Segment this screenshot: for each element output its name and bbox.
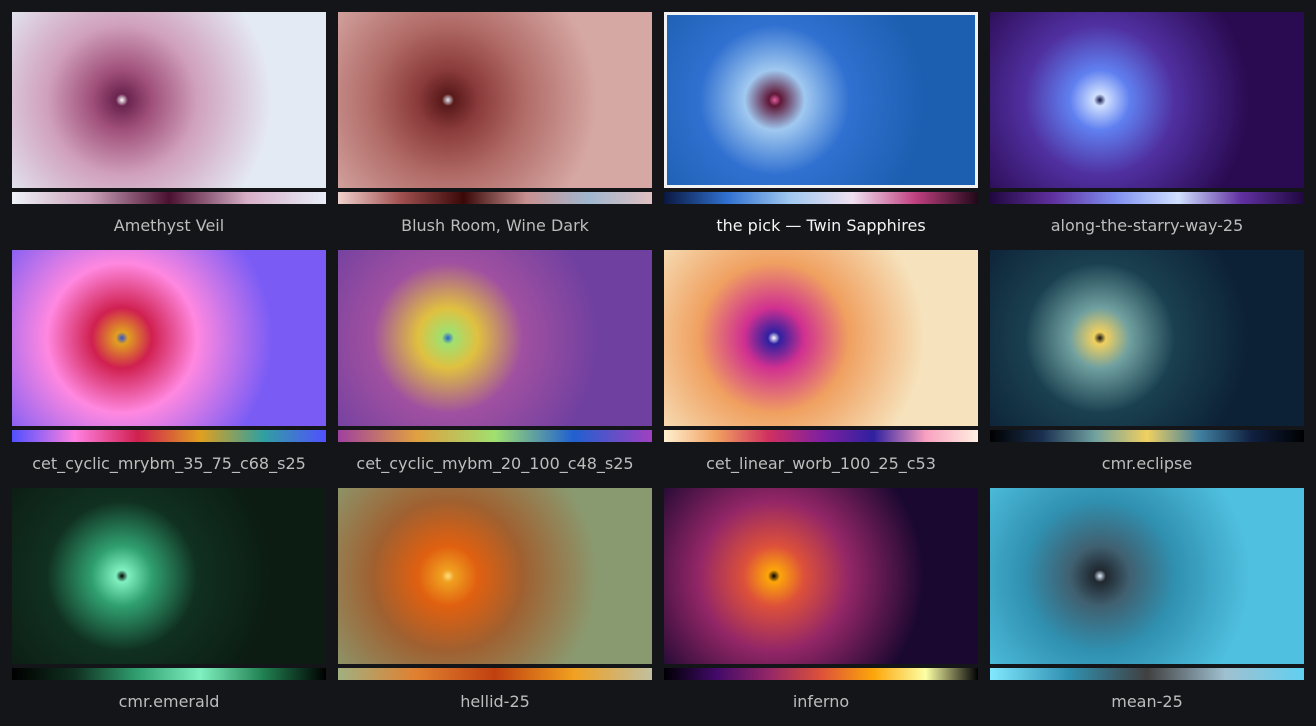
fractal-preview [12,12,326,188]
colormap-label: cmr.eclipse [1101,454,1193,473]
colormap-tile[interactable]: cmr.emerald [12,488,326,718]
colormap-label: cmr.emerald [118,692,220,711]
fractal-preview [990,488,1304,664]
colormap-tile[interactable]: along-the-starry-way-25 [990,12,1304,242]
fractal-preview [664,488,978,664]
colormap-bar [664,668,978,680]
colormap-bar [990,192,1304,204]
colormap-tile[interactable]: the pick — Twin Sapphires [664,12,978,242]
fractal-preview [338,12,652,188]
colormap-bar [338,668,652,680]
colormap-bar [338,430,652,442]
colormap-bar [664,430,978,442]
colormap-label: Amethyst Veil [113,216,225,235]
fractal-preview [664,250,978,426]
fractal-preview [12,488,326,664]
fractal-preview [338,488,652,664]
colormap-tile[interactable]: cet_cyclic_mybm_20_100_c48_s25 [338,250,652,480]
colormap-label: the pick — Twin Sapphires [716,216,926,235]
colormap-label: hellid-25 [460,692,530,711]
colormap-tile[interactable]: Amethyst Veil [12,12,326,242]
colormap-bar [990,668,1304,680]
colormap-tile[interactable]: inferno [664,488,978,718]
colormap-tile[interactable]: mean-25 [990,488,1304,718]
colormap-tile[interactable]: hellid-25 [338,488,652,718]
colormap-tile[interactable]: cet_cyclic_mrybm_35_75_c68_s25 [12,250,326,480]
colormap-label: inferno [792,692,850,711]
colormap-bar [664,192,978,204]
fractal-preview [338,250,652,426]
fractal-preview [12,250,326,426]
colormap-label: mean-25 [1111,692,1183,711]
colormap-tile[interactable]: Blush Room, Wine Dark [338,12,652,242]
fractal-preview [664,12,978,188]
colormap-label: along-the-starry-way-25 [1050,216,1244,235]
colormap-bar [990,430,1304,442]
colormap-bar [338,192,652,204]
colormap-label: cet_cyclic_mrybm_35_75_c68_s25 [32,454,306,473]
colormap-label: cet_linear_worb_100_25_c53 [706,454,936,473]
colormap-label: Blush Room, Wine Dark [401,216,589,235]
fractal-preview [990,250,1304,426]
colormap-tile[interactable]: cet_linear_worb_100_25_c53 [664,250,978,480]
colormap-bar [12,430,326,442]
colormap-bar [12,192,326,204]
colormap-tile[interactable]: cmr.eclipse [990,250,1304,480]
colormap-label: cet_cyclic_mybm_20_100_c48_s25 [356,454,634,473]
colormap-bar [12,668,326,680]
fractal-preview [990,12,1304,188]
